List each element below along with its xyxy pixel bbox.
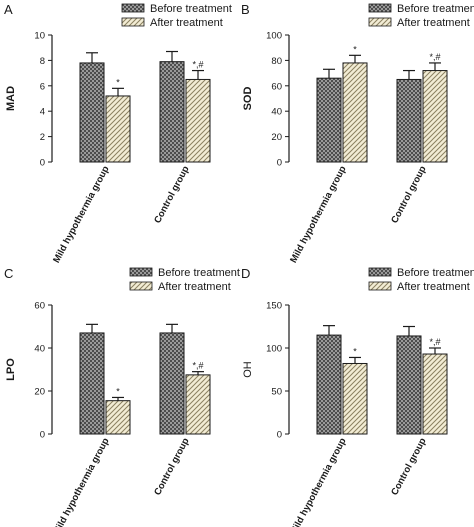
y-axis-title: OH xyxy=(242,361,254,378)
y-tick-label: 80 xyxy=(271,56,282,67)
category-label: Mild hypothermia group xyxy=(51,436,112,527)
legend-swatch xyxy=(129,281,153,291)
legend-swatch xyxy=(368,3,392,13)
bar xyxy=(159,61,185,163)
bar xyxy=(185,374,211,435)
category-label: Mild hypothermia group xyxy=(288,436,349,527)
y-tick-label: 8 xyxy=(40,56,45,67)
significance-marker: * xyxy=(116,386,120,396)
y-axis-title: LPO xyxy=(5,358,17,381)
y-tick-label: 4 xyxy=(40,107,45,118)
bar xyxy=(422,70,448,163)
panel-letter: D xyxy=(241,266,250,281)
y-tick-label: 50 xyxy=(271,387,282,398)
significance-marker: *,# xyxy=(192,361,203,371)
panel-letter: B xyxy=(241,2,250,17)
y-tick-label: 0 xyxy=(40,430,45,441)
panel-letter: C xyxy=(4,266,13,281)
category-label: Mild hypothermia group xyxy=(288,164,349,265)
legend-label: After treatment xyxy=(158,281,231,293)
significance-marker: *,# xyxy=(192,60,203,70)
significance-marker: * xyxy=(116,77,120,87)
y-tick-label: 100 xyxy=(266,344,282,355)
significance-marker: *,# xyxy=(429,52,440,62)
bar xyxy=(79,332,105,435)
y-tick-label: 100 xyxy=(266,31,282,42)
significance-marker: *,# xyxy=(429,337,440,347)
panel-letter: A xyxy=(4,2,13,17)
y-tick-label: 2 xyxy=(40,132,45,143)
legend-label: Before treatment xyxy=(397,3,474,15)
chart-panel-a: A Before treatment After treatment 0 2 4 6 8 10 M… xyxy=(4,2,232,265)
legend-label: Before treatment xyxy=(158,267,240,279)
legend-swatch xyxy=(368,17,392,27)
bar xyxy=(342,62,368,163)
bar xyxy=(316,77,342,163)
legend-label: Before treatment xyxy=(397,267,474,279)
legend-swatch xyxy=(368,281,392,291)
bar xyxy=(159,332,185,435)
y-axis-title: SOD xyxy=(242,87,254,111)
category-label: Control group xyxy=(152,164,192,225)
legend-swatch xyxy=(121,17,145,27)
bar xyxy=(316,334,342,435)
bar xyxy=(342,362,368,435)
legend-label: Before treatment xyxy=(150,3,232,15)
bar xyxy=(105,400,131,435)
chart-panel-d: D Before treatment After treatment 0 50 100 15… xyxy=(241,266,474,527)
y-tick-label: 150 xyxy=(266,301,282,312)
bar xyxy=(105,95,131,163)
y-tick-label: 40 xyxy=(34,344,45,355)
category-label: Mild hypothermia group xyxy=(51,164,112,265)
y-tick-label: 60 xyxy=(34,301,45,312)
significance-marker: * xyxy=(353,44,357,54)
legend-label: After treatment xyxy=(397,281,470,293)
y-tick-label: 20 xyxy=(34,387,45,398)
bar xyxy=(396,78,422,163)
bar xyxy=(396,335,422,435)
legend-label: After treatment xyxy=(397,17,470,29)
legend-label: After treatment xyxy=(150,17,223,29)
bar xyxy=(185,78,211,163)
y-tick-label: 20 xyxy=(271,132,282,143)
legend-swatch xyxy=(129,267,153,277)
chart-panel-c: C Before treatment After treatment 0 20 40 60 L… xyxy=(4,266,240,527)
legend-swatch xyxy=(121,3,145,13)
bar xyxy=(79,62,105,163)
category-label: Control group xyxy=(152,436,192,497)
y-axis-title: MAD xyxy=(5,86,17,111)
y-tick-label: 10 xyxy=(34,31,45,42)
y-tick-label: 0 xyxy=(40,158,45,169)
y-tick-label: 60 xyxy=(271,81,282,92)
category-label: Control group xyxy=(389,436,429,497)
y-tick-label: 0 xyxy=(277,158,282,169)
y-tick-label: 0 xyxy=(277,430,282,441)
chart-panel-b: B Before treatment After treatment 0 20 40 60 8… xyxy=(241,2,474,265)
bar xyxy=(422,353,448,435)
y-tick-label: 40 xyxy=(271,107,282,118)
legend-swatch xyxy=(368,267,392,277)
significance-marker: * xyxy=(353,346,357,356)
y-tick-label: 6 xyxy=(40,81,45,92)
category-label: Control group xyxy=(389,164,429,225)
